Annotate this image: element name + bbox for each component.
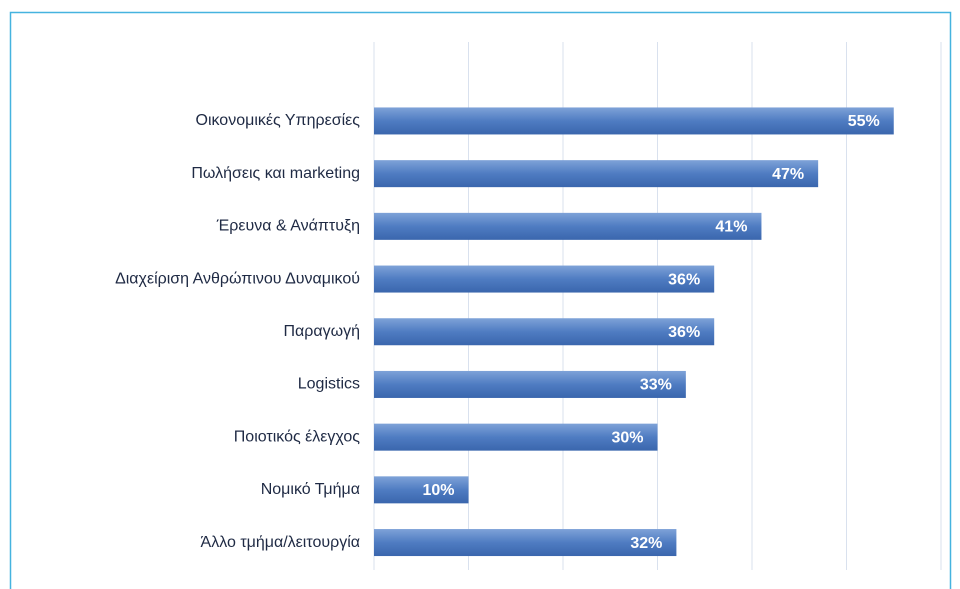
value-label: 47% — [772, 166, 804, 183]
category-label: Νομικό Τμήμα — [261, 481, 360, 498]
category-label: Πωλήσεις και marketing — [191, 165, 360, 182]
category-label: Παραγωγή — [283, 323, 360, 340]
bar — [374, 265, 715, 293]
bar — [374, 529, 677, 557]
category-label: Έρευνα & Ανάπτυξη — [216, 218, 360, 235]
category-label: Άλλο τμήμα/λειτουργία — [201, 534, 360, 551]
category-label: Οικονομικές Υπηρεσίες — [196, 112, 361, 129]
bar — [374, 107, 894, 135]
value-label: 36% — [668, 271, 700, 288]
value-label: 36% — [668, 324, 700, 341]
frame — [9, 11, 952, 589]
bar — [374, 423, 658, 451]
bar — [374, 476, 469, 504]
plot-area: Οικονομικές Υπηρεσίες 55% Πωλήσεις και mar… — [115, 42, 942, 570]
value-label: 41% — [715, 219, 747, 236]
bar — [374, 160, 819, 188]
bar — [374, 212, 762, 240]
value-label: 32% — [630, 535, 662, 552]
value-label: 30% — [611, 429, 643, 446]
value-label: 33% — [640, 377, 672, 394]
bar — [374, 370, 686, 398]
category-label: Logistics — [298, 376, 360, 393]
category-label: Ποιοτικός έλεγχος — [234, 428, 361, 445]
value-label: 55% — [848, 113, 880, 130]
value-label: 10% — [422, 482, 454, 499]
category-label: Διαχείριση Ανθρώπινου Δυναμικού — [115, 270, 360, 287]
bar — [374, 318, 715, 346]
